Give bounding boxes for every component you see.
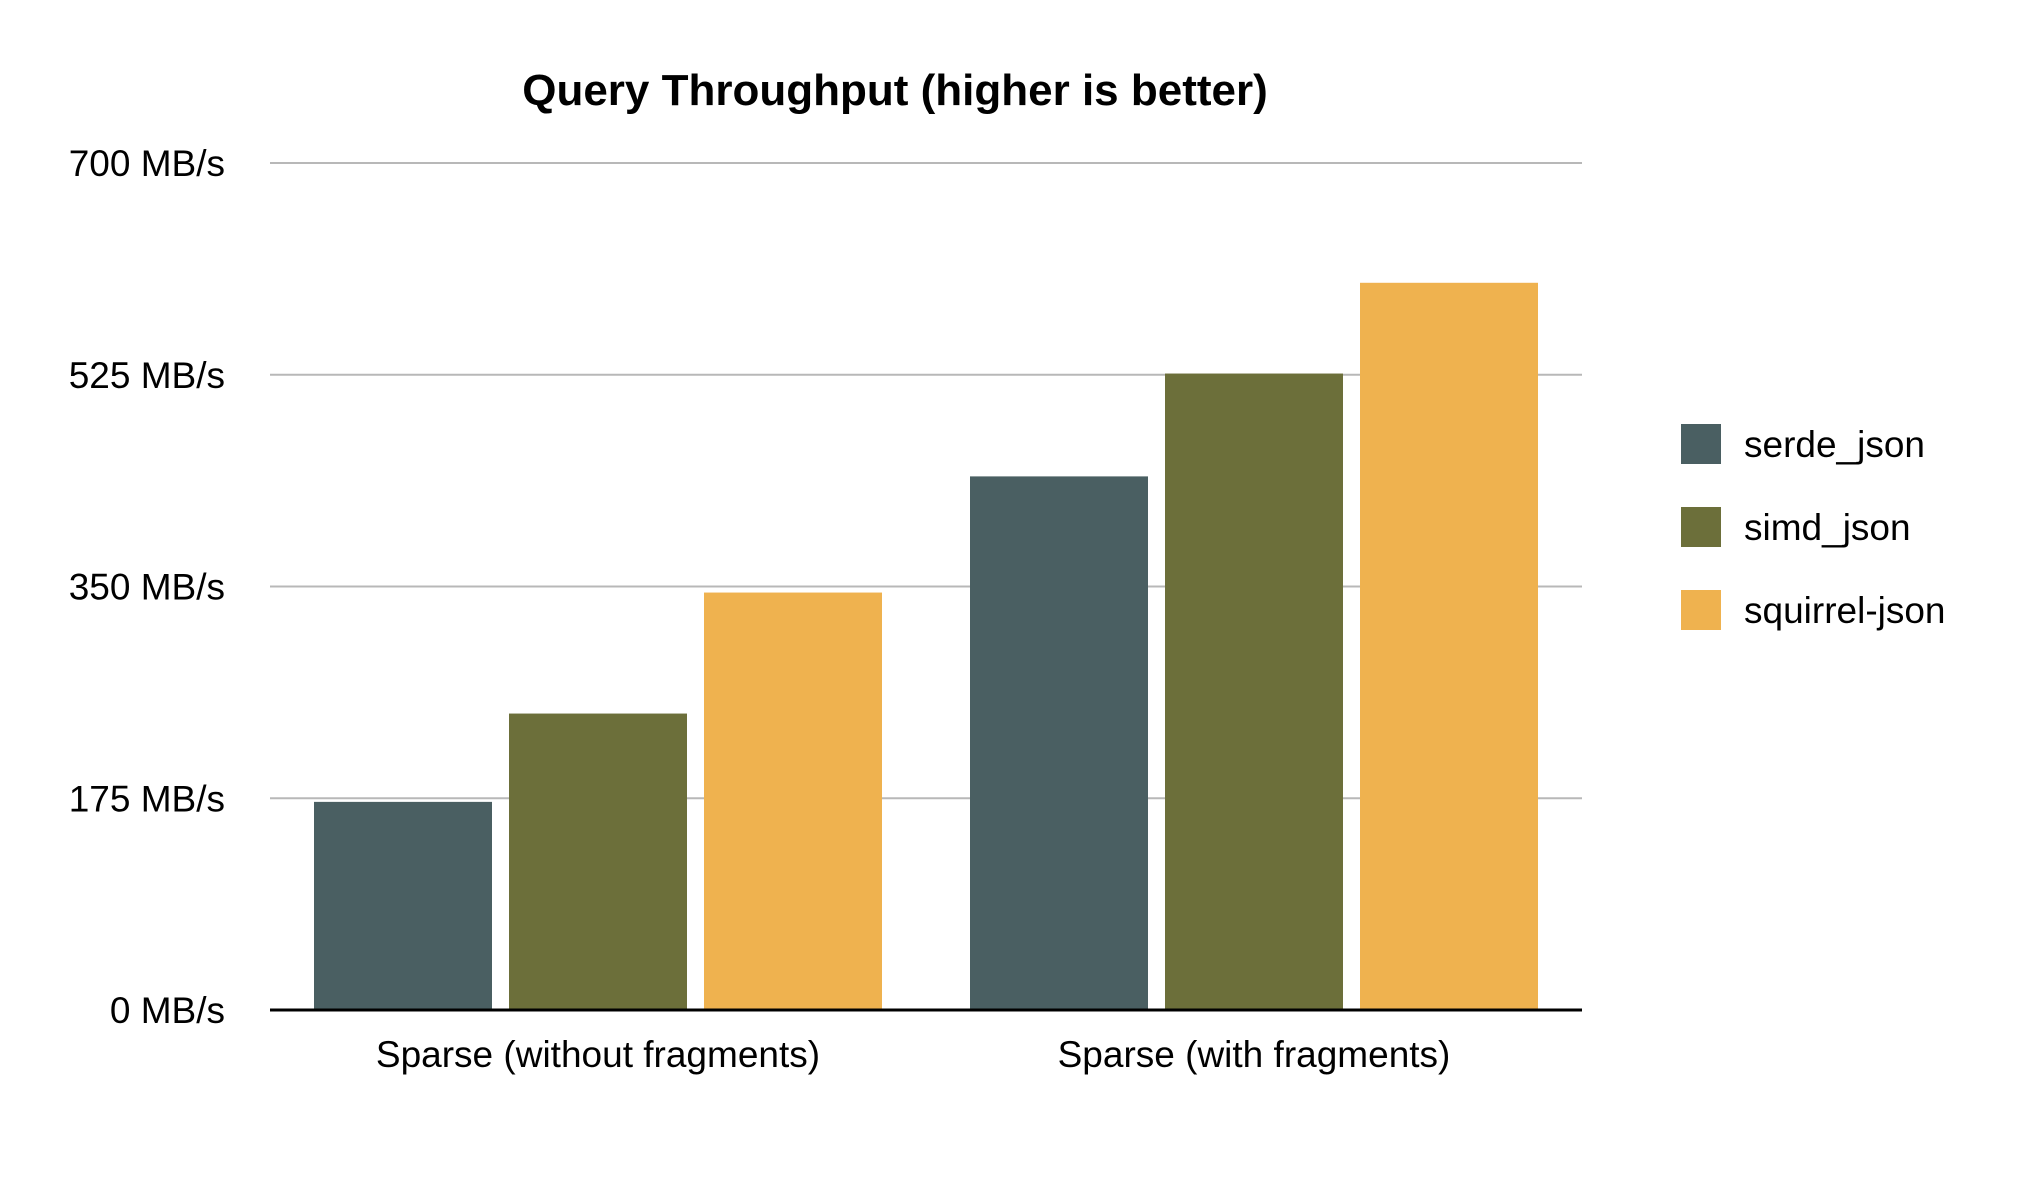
legend-label: squirrel-json bbox=[1744, 590, 1946, 631]
x-axis-labels: Sparse (without fragments) Sparse (with f… bbox=[376, 1034, 1450, 1075]
legend-swatch-squirrel-json bbox=[1681, 590, 1721, 630]
x-tick-label: Sparse (with fragments) bbox=[1058, 1034, 1451, 1075]
bar-serde_json-0 bbox=[314, 801, 492, 1010]
bars bbox=[314, 282, 1538, 1010]
bar-serde_json-1 bbox=[970, 476, 1148, 1010]
y-tick-label: 525 MB/s bbox=[69, 355, 225, 396]
y-tick-label: 350 MB/s bbox=[69, 567, 225, 608]
y-axis-ticks: 0 MB/s 175 MB/s 350 MB/s 525 MB/s 700 MB/s bbox=[69, 143, 225, 1031]
legend-swatch-serde_json bbox=[1681, 424, 1721, 464]
bar-simd_json-1 bbox=[1165, 373, 1343, 1010]
y-tick-label: 175 MB/s bbox=[69, 778, 225, 819]
bar-squirrel-json-1 bbox=[1360, 282, 1538, 1010]
x-tick-label: Sparse (without fragments) bbox=[376, 1034, 820, 1075]
bar-squirrel-json-0 bbox=[704, 592, 882, 1010]
bar-simd_json-0 bbox=[509, 713, 687, 1010]
y-tick-label: 0 MB/s bbox=[110, 990, 225, 1031]
legend-label: simd_json bbox=[1744, 507, 1911, 548]
y-tick-label: 700 MB/s bbox=[69, 143, 225, 184]
legend-swatch-simd_json bbox=[1681, 507, 1721, 547]
legend: serde_json simd_json squirrel-json bbox=[1681, 424, 1946, 631]
legend-label: serde_json bbox=[1744, 424, 1925, 465]
chart-title: Query Throughput (higher is better) bbox=[522, 66, 1268, 115]
